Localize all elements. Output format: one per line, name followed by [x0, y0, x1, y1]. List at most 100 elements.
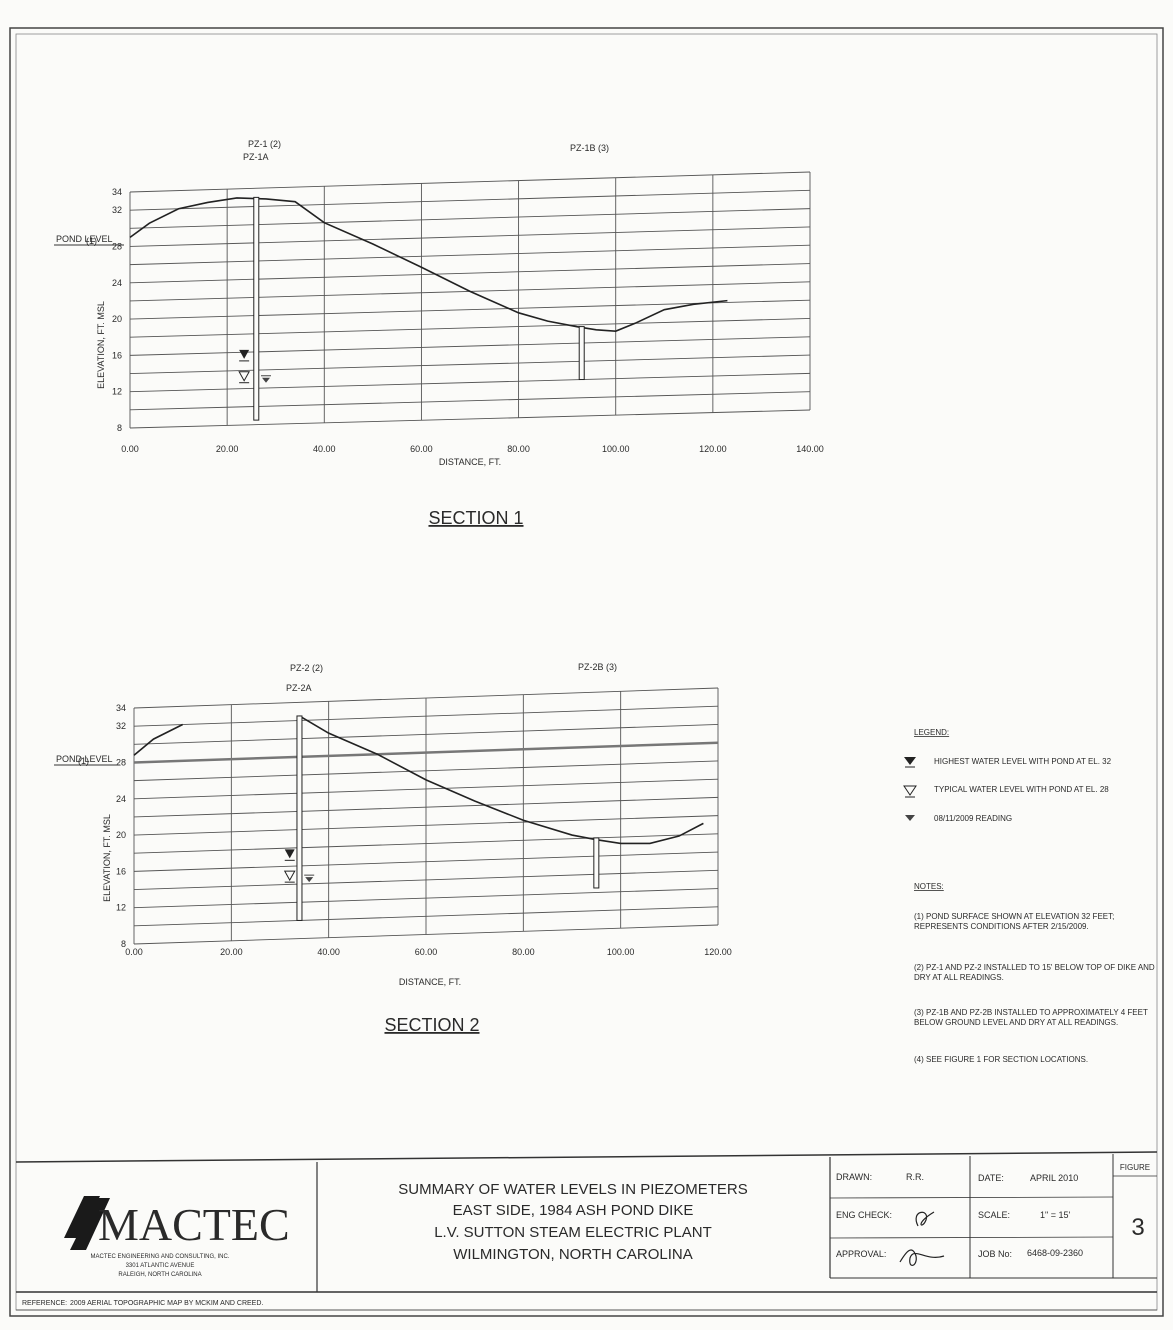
job-number-label: JOB No: — [978, 1249, 1012, 1259]
section2-y-axis-label: ELEVATION, FT. MSL — [102, 814, 112, 902]
y-tick-label: 20 — [112, 314, 122, 324]
legend-label-typical: TYPICAL WATER LEVEL WITH POND AT EL. 28 — [934, 785, 1109, 794]
drawing-title-line-3: L.V. SUTTON STEAM ELECTRIC PLANT — [434, 1224, 712, 1241]
notes-heading: NOTES: — [914, 882, 944, 891]
company-address-line-2: 3301 ATLANTIC AVENUE — [126, 1263, 195, 1269]
drawn-value: R.R. — [906, 1172, 924, 1182]
section1-plot — [129, 196, 728, 421]
note-4-line-1: (4) SEE FIGURE 1 FOR SECTION LOCATIONS. — [914, 1055, 1088, 1064]
ground-profile-line — [133, 723, 184, 756]
figure-label: FIGURE — [1120, 1163, 1150, 1172]
job-number-value: 6468-09-2360 — [1027, 1248, 1083, 1258]
y-tick-label: 28 — [116, 757, 126, 767]
x-tick-label: 20.00 — [216, 444, 239, 454]
y-tick-label: 24 — [116, 794, 126, 804]
section2-pz-a-label: PZ-2 (2) — [290, 663, 323, 673]
eng-check-label: ENG CHECK: — [836, 1210, 892, 1220]
y-tick-label: 16 — [116, 866, 126, 876]
highest-water-symbol-icon — [904, 757, 916, 765]
y-tick-label: 24 — [112, 278, 122, 288]
section1-pz-a2-label: PZ-1A — [243, 152, 269, 162]
section2-pond-level-number: (1) — [78, 756, 89, 766]
approval-label: APPROVAL: — [836, 1249, 886, 1259]
section2-pz-a2-label: PZ-2A — [286, 683, 312, 693]
x-tick-label: 100.00 — [607, 947, 635, 957]
section1-pond-level-number: (1) — [86, 236, 97, 246]
typical-water-symbol-icon — [903, 785, 917, 796]
note-2-line-2: DRY AT ALL READINGS. — [914, 973, 1004, 982]
grid-line-h — [129, 208, 811, 229]
mactec-logo: MACTEC — [64, 1196, 290, 1250]
note-2-line-1: (2) PZ-1 AND PZ-2 INSTALLED TO 15' BELOW… — [914, 963, 1155, 972]
piezometer-casing — [593, 837, 600, 889]
y-tick-label: 20 — [116, 830, 126, 840]
x-tick-label: 60.00 — [415, 947, 438, 957]
x-tick-label: 140.00 — [796, 444, 824, 454]
reading-symbol-icon — [905, 815, 915, 821]
title-block: MACTEC MACTEC ENGINEERING AND CONSULTING… — [15, 1151, 1158, 1311]
section2-title: SECTION 2 — [384, 1015, 479, 1035]
grid-line-h — [129, 226, 811, 247]
grid-line-h — [129, 171, 811, 193]
legend-label-highest: HIGHEST WATER LEVEL WITH POND AT EL. 32 — [934, 757, 1112, 766]
legend-item-reading: 08/11/2009 READING — [905, 814, 1012, 823]
section1-pond-level-label: POND LEVEL — [56, 234, 113, 244]
note-1-line-2: REPRESENTS CONDITIONS AFTER 2/15/2009. — [914, 922, 1089, 931]
legend-item-typical: TYPICAL WATER LEVEL WITH POND AT EL. 28 — [903, 785, 1109, 798]
title-block-top-border — [15, 1151, 1158, 1163]
company-address-line-1: MACTEC ENGINEERING AND CONSULTING, INC. — [91, 1254, 230, 1260]
section2-grid: 0.00 20.00 40.00 60.00 80.00 100.00 120.00 34 32… — [116, 687, 732, 957]
x-tick-label: 40.00 — [313, 444, 336, 454]
drawing-title-line-1: SUMMARY OF WATER LEVELS IN PIEZOMETERS — [398, 1181, 748, 1198]
inner-border — [15, 33, 1158, 1311]
date-value: APRIL 2010 — [1030, 1173, 1078, 1183]
y-tick-label: 28 — [112, 241, 122, 251]
piezometer-casing — [253, 196, 260, 421]
legend-heading: LEGEND: — [914, 728, 949, 737]
grid-line-h — [129, 189, 811, 211]
x-tick-label: 100.00 — [602, 444, 630, 454]
section1-grid: 0.00 20.00 40.00 60.00 80.00 100.00 120.00 140.… — [112, 171, 824, 454]
y-tick-label: 16 — [112, 350, 122, 360]
section2-pz-b-label: PZ-2B (3) — [578, 662, 617, 672]
x-tick-label: 120.00 — [699, 444, 727, 454]
typical-water-mark-icon — [238, 371, 250, 382]
section1-y-axis-label: ELEVATION, FT. MSL — [96, 301, 106, 389]
logo-mark-stripe-icon — [70, 1198, 110, 1250]
outer-border — [9, 27, 1164, 1317]
reading-mark-icon — [262, 377, 270, 383]
note-3-line-2: BELOW GROUND LEVEL AND DRY AT ALL READIN… — [914, 1018, 1118, 1027]
section2-pond-level-label: POND LEVEL — [56, 754, 113, 764]
scale-label: SCALE: — [978, 1210, 1010, 1220]
eng-check-signature — [915, 1211, 935, 1227]
y-tick-label: 32 — [116, 721, 126, 731]
y-tick-label: 12 — [112, 387, 122, 397]
ground-profile-line — [129, 197, 728, 332]
grid-line-h — [129, 372, 811, 393]
x-tick-label: 40.00 — [317, 947, 340, 957]
section2-plot — [133, 715, 704, 921]
x-tick-label: 0.00 — [121, 444, 139, 454]
legend-item-highest: HIGHEST WATER LEVEL WITH POND AT EL. 32 — [904, 757, 1112, 768]
typical-water-mark-icon — [283, 870, 296, 882]
title-block-row-2 — [829, 1236, 1114, 1239]
highest-water-mark-icon — [284, 849, 295, 859]
y-tick-label: 34 — [112, 187, 122, 197]
grid-line-h — [129, 318, 811, 338]
pond-level-grid-highlight — [133, 741, 719, 764]
grid-line-h — [129, 244, 811, 266]
reference-label: REFERENCE: — [22, 1300, 67, 1307]
section1-pz-a-label: PZ-1 (2) — [248, 139, 281, 149]
grid-line-h — [129, 336, 811, 356]
grid-line-h — [129, 409, 811, 429]
company-logo-text: MACTEC — [98, 1199, 290, 1250]
highest-water-mark-icon — [239, 349, 250, 359]
piezometer-casing — [578, 326, 585, 381]
note-3-line-1: (3) PZ-1B AND PZ-2B INSTALLED TO APPROXI… — [914, 1008, 1148, 1017]
reading-mark-icon — [305, 877, 314, 883]
note-1-line-1: (1) POND SURFACE SHOWN AT ELEVATION 32 F… — [914, 912, 1114, 921]
x-tick-label: 20.00 — [220, 947, 243, 957]
title-block-row-1 — [829, 1196, 1114, 1199]
